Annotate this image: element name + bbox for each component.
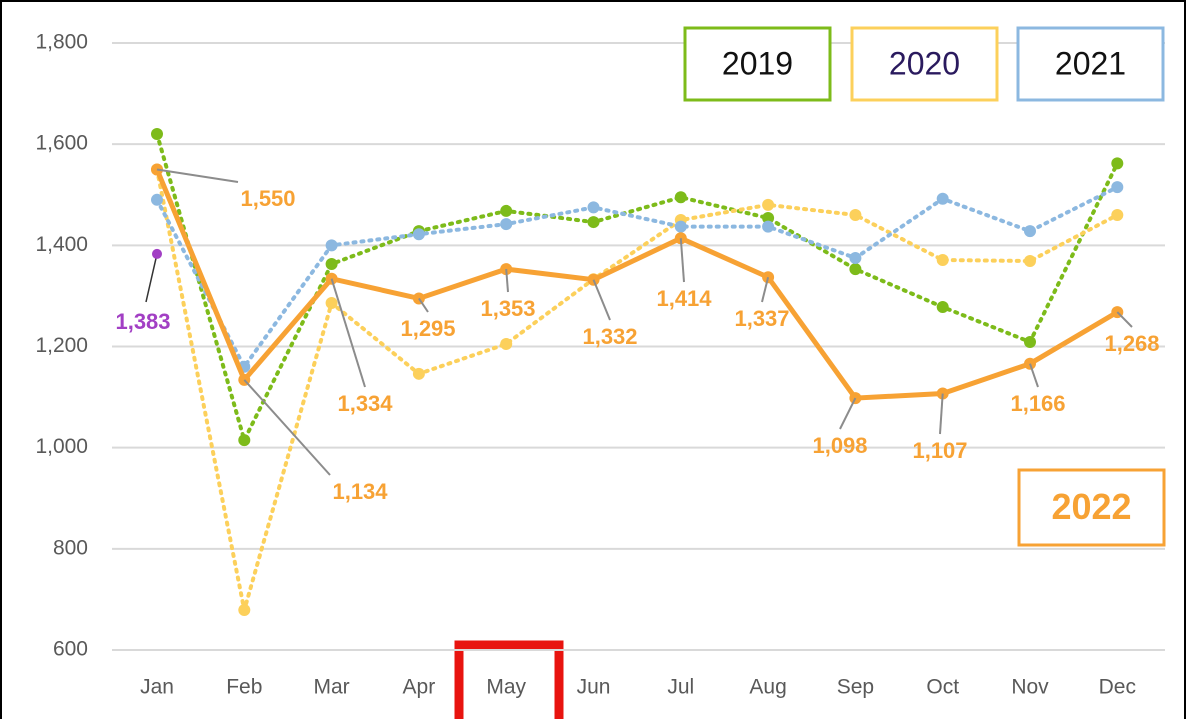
x-tick-label: Apr [403,676,436,699]
leader-line [243,379,331,476]
point [762,212,775,225]
leader-line [418,297,429,313]
point [849,208,862,221]
point [587,216,600,229]
point [238,604,251,617]
leader-line [761,276,770,303]
leader-line [679,238,685,283]
point [849,251,862,264]
x-tick-label: Jun [577,676,611,699]
point [500,218,513,231]
point [936,192,949,205]
y-tick-label: 1,600 [35,132,88,155]
point [1024,225,1036,238]
x-tick-label: Mar [314,676,350,699]
leader-line [145,253,158,303]
point [1111,208,1124,221]
legend-box [850,26,999,102]
point [1111,181,1124,194]
highlight-box [454,640,564,719]
data-label: 1,134 [332,479,388,504]
x-tick-label: Sep [837,676,874,699]
y-tick-label: 1,800 [35,31,88,54]
leader-line [1029,363,1039,388]
annotation-point [152,248,162,259]
series-line [154,166,1120,401]
point [412,367,425,380]
leader-line [1116,311,1133,328]
data-label: 1,098 [812,433,867,458]
leader-line [330,278,366,388]
point [587,201,600,214]
x-tick-label: Aug [749,676,786,699]
data-label: 1,414 [656,286,712,311]
series-line [155,185,1120,371]
point [500,337,513,350]
legend-box [1017,468,1166,547]
point [849,263,862,276]
legend-label: 2020 [889,45,960,81]
point [151,128,163,141]
data-label: 1,332 [582,324,637,349]
series-line [155,167,1120,611]
point [1024,255,1036,268]
point [762,198,775,211]
point [238,434,251,447]
point [762,220,775,233]
point [936,254,949,267]
annotation-label: 1,383 [115,309,170,334]
point [674,191,687,204]
leader-line [939,393,944,435]
x-tick-label: Dec [1099,676,1136,699]
x-tick-label: Nov [1011,676,1049,699]
y-tick-label: 1,200 [35,334,88,357]
data-label: 1,337 [734,306,789,331]
y-tick-label: 1,400 [35,233,88,256]
data-label: 1,107 [912,438,967,463]
x-tick-label: Oct [926,676,959,699]
leader-line [505,269,509,293]
point [1024,335,1036,348]
point [325,258,338,271]
data-label: 1,268 [1104,331,1159,356]
point [936,301,949,314]
x-tick-label: Jan [140,676,174,699]
leader-line [839,397,857,430]
point [674,220,687,233]
point [1111,157,1124,170]
x-tick-label: May [486,676,526,699]
point [325,296,338,309]
point [325,239,338,252]
x-tick-label: Feb [226,676,262,699]
data-label: 1,166 [1010,391,1065,416]
data-label: 1,295 [400,316,455,341]
data-label: 1,353 [480,296,535,321]
legend-label: 2019 [722,45,793,81]
leader-line [156,168,239,183]
y-tick-label: 1,000 [35,435,88,458]
leader-line [592,279,611,321]
legend-box [1016,26,1165,102]
data-label: 1,550 [240,186,295,211]
x-tick-label: Jul [667,676,694,699]
point [151,193,163,206]
legend-box [683,26,832,102]
data-label: 1,334 [337,391,393,416]
point [412,228,425,241]
y-tick-label: 600 [53,638,88,661]
point [500,204,513,217]
legend-label: 2022 [1051,486,1131,527]
legend-label: 2021 [1055,45,1126,81]
y-tick-label: 800 [53,536,88,559]
